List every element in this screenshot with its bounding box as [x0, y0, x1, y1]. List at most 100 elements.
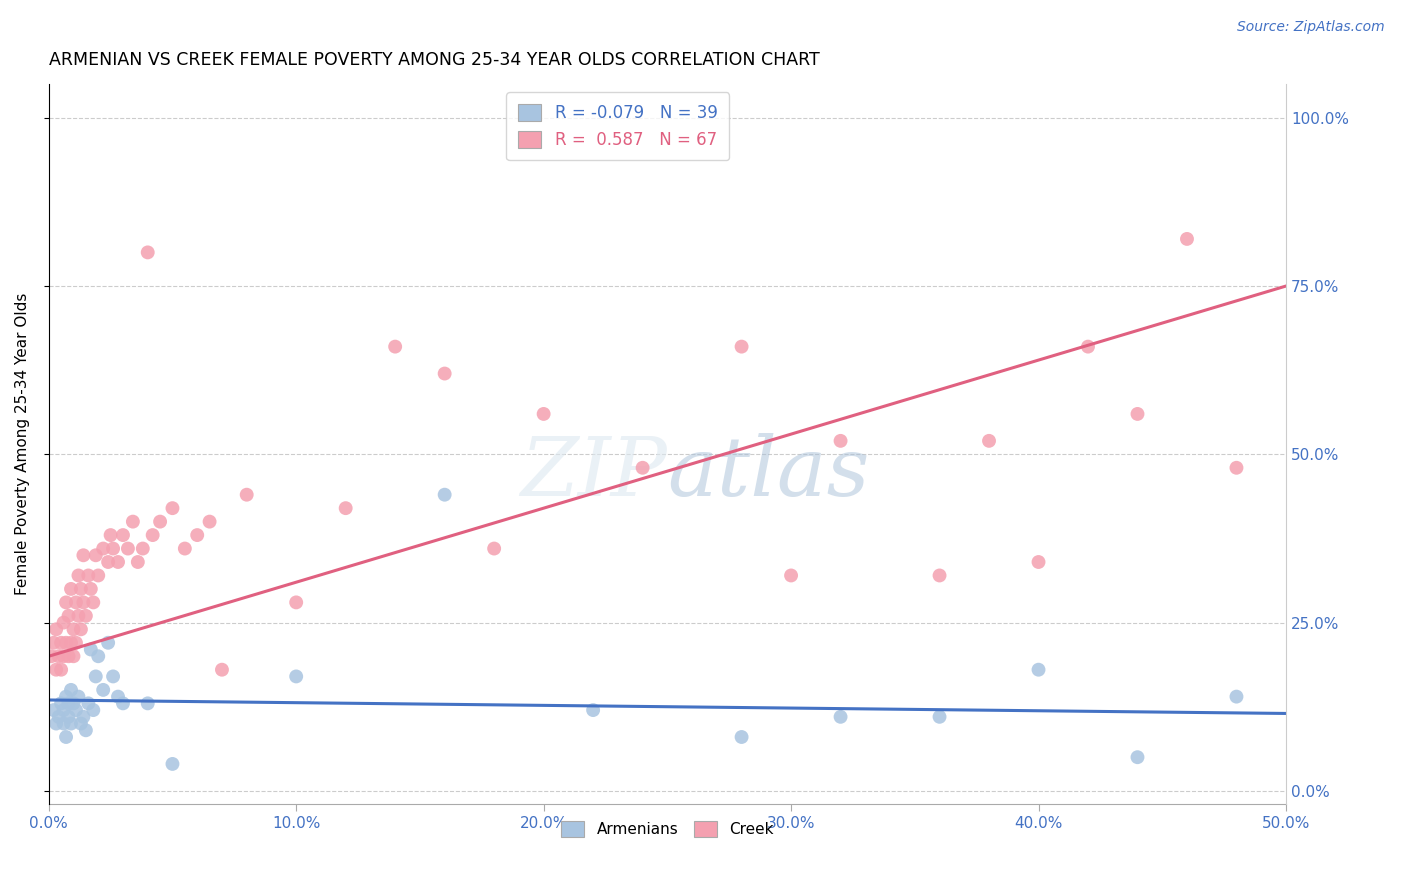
Point	[111, 528, 134, 542]
Point	[87, 568, 110, 582]
Point	[70, 623, 93, 637]
Point	[39, 649, 62, 664]
Point	[101, 669, 124, 683]
Point	[132, 541, 155, 556]
Point	[1028, 555, 1050, 569]
Point	[62, 697, 84, 711]
Point	[65, 636, 87, 650]
Point	[58, 710, 80, 724]
Point	[142, 528, 165, 542]
Point	[60, 716, 83, 731]
Point	[82, 595, 104, 609]
Text: Source: ZipAtlas.com: Source: ZipAtlas.com	[1237, 20, 1385, 34]
Point	[52, 615, 75, 630]
Point	[52, 703, 75, 717]
Point	[335, 501, 357, 516]
Point	[58, 649, 80, 664]
Point	[91, 541, 114, 556]
Point	[107, 555, 129, 569]
Point	[55, 636, 77, 650]
Point	[830, 434, 852, 448]
Point	[186, 528, 208, 542]
Point	[72, 595, 94, 609]
Y-axis label: Female Poverty Among 25-34 Year Olds: Female Poverty Among 25-34 Year Olds	[15, 293, 30, 595]
Text: ZIP: ZIP	[520, 433, 668, 513]
Point	[48, 649, 70, 664]
Point	[67, 608, 90, 623]
Point	[1225, 460, 1247, 475]
Point	[1028, 663, 1050, 677]
Point	[58, 608, 80, 623]
Point	[127, 555, 149, 569]
Point	[1077, 340, 1099, 354]
Point	[173, 541, 195, 556]
Point	[730, 340, 752, 354]
Point	[80, 582, 103, 596]
Point	[65, 703, 87, 717]
Text: atlas: atlas	[668, 433, 870, 513]
Point	[482, 541, 505, 556]
Point	[1126, 750, 1149, 764]
Point	[58, 697, 80, 711]
Point	[52, 716, 75, 731]
Point	[101, 541, 124, 556]
Point	[107, 690, 129, 704]
Point	[211, 663, 233, 677]
Point	[100, 528, 122, 542]
Point	[91, 682, 114, 697]
Point	[285, 595, 308, 609]
Point	[62, 649, 84, 664]
Point	[162, 756, 184, 771]
Point	[149, 515, 172, 529]
Point	[60, 582, 83, 596]
Point	[42, 636, 65, 650]
Point	[70, 716, 93, 731]
Point	[77, 568, 100, 582]
Point	[75, 608, 97, 623]
Point	[433, 488, 456, 502]
Text: ARMENIAN VS CREEK FEMALE POVERTY AMONG 25-34 YEAR OLDS CORRELATION CHART: ARMENIAN VS CREEK FEMALE POVERTY AMONG 2…	[49, 51, 820, 69]
Point	[55, 595, 77, 609]
Point	[45, 623, 67, 637]
Point	[84, 549, 107, 563]
Point	[235, 488, 257, 502]
Point	[285, 669, 308, 683]
Point	[1126, 407, 1149, 421]
Point	[162, 501, 184, 516]
Point	[136, 697, 159, 711]
Point	[198, 515, 221, 529]
Point	[49, 636, 72, 650]
Point	[49, 697, 72, 711]
Point	[84, 669, 107, 683]
Point	[82, 703, 104, 717]
Point	[780, 568, 803, 582]
Point	[117, 541, 139, 556]
Point	[1225, 690, 1247, 704]
Point	[45, 663, 67, 677]
Point	[80, 642, 103, 657]
Point	[1175, 232, 1198, 246]
Point	[111, 697, 134, 711]
Point	[70, 582, 93, 596]
Point	[136, 245, 159, 260]
Point	[67, 568, 90, 582]
Point	[122, 515, 145, 529]
Point	[55, 730, 77, 744]
Point	[49, 663, 72, 677]
Point	[62, 623, 84, 637]
Point	[631, 460, 654, 475]
Point	[928, 568, 950, 582]
Point	[977, 434, 1000, 448]
Point	[52, 649, 75, 664]
Point	[67, 690, 90, 704]
Point	[830, 710, 852, 724]
Point	[433, 367, 456, 381]
Point	[45, 716, 67, 731]
Point	[582, 703, 605, 717]
Point	[87, 649, 110, 664]
Point	[65, 595, 87, 609]
Point	[42, 703, 65, 717]
Point	[97, 555, 120, 569]
Point	[72, 549, 94, 563]
Point	[77, 697, 100, 711]
